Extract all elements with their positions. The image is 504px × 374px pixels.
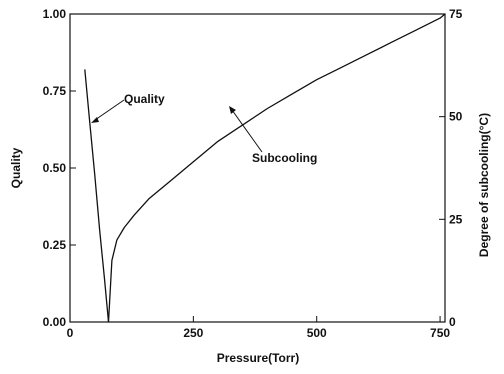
quality-annotation-arrow: [94, 99, 125, 121]
x-axis-ticks: 0 250 500 750: [67, 316, 450, 340]
series-line-subcooling: [107, 13, 446, 323]
annotations: Quality Subcooling: [91, 92, 317, 165]
y2-axis-title: Degree of subcooling(°C): [477, 113, 491, 257]
y2-tick-label: 50: [449, 110, 463, 124]
y2-tick-label: 0: [449, 315, 456, 329]
y2-tick-label: 25: [449, 212, 463, 226]
y2-tick-label: 75: [449, 7, 463, 21]
x-tick-label: 500: [307, 326, 327, 340]
x-tick-label: 750: [430, 326, 450, 340]
y-axis-ticks: 0.00 0.25 0.50 0.75 1.00: [43, 7, 76, 329]
y-axis-title: Quality: [9, 147, 23, 188]
y-tick-label: 1.00: [43, 7, 67, 21]
y2-axis-ticks: 0 25 50 75: [439, 7, 463, 329]
y-tick-label: 0.75: [43, 84, 67, 98]
x-axis-title: Pressure(Torr): [217, 351, 299, 365]
subcooling-arrowhead: [229, 106, 236, 114]
series-group: [84, 13, 446, 323]
x-tick-label: 0: [67, 326, 74, 340]
subcooling-annotation-label: Subcooling: [252, 151, 317, 165]
x-tick-label: 250: [183, 326, 203, 340]
plot-frame: [69, 13, 446, 323]
y-tick-label: 0.50: [43, 161, 67, 175]
y-tick-label: 0.25: [43, 238, 67, 252]
subcooling-annotation-arrow: [231, 109, 263, 153]
quality-arrowhead: [91, 117, 99, 123]
series-line-quality: [84, 69, 110, 323]
y-tick-label: 0.00: [43, 315, 67, 329]
quality-annotation-label: Quality: [124, 92, 165, 106]
